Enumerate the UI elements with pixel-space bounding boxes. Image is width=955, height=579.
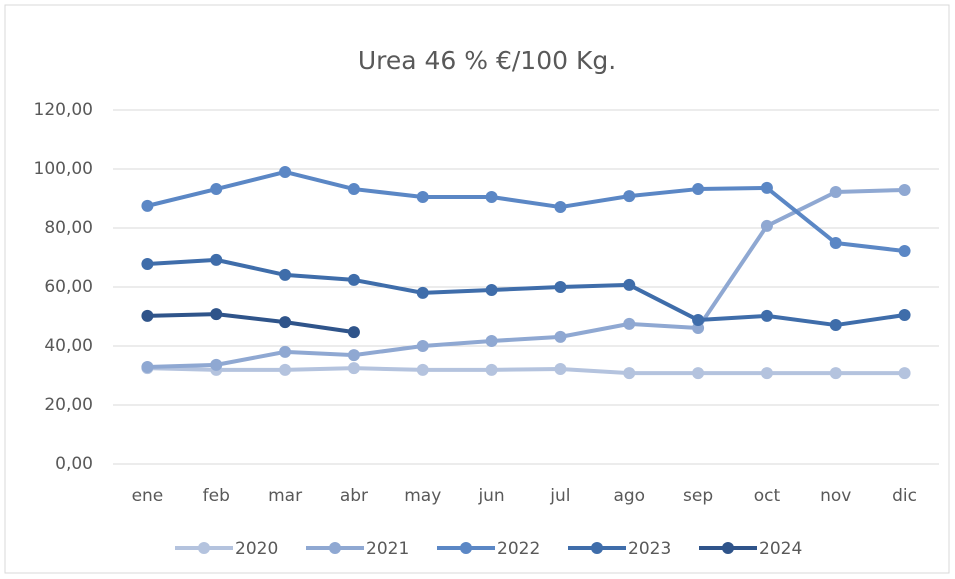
point: [898, 245, 911, 258]
point: [141, 360, 154, 373]
legend-label: 2023: [628, 539, 671, 559]
y-tick-label: 60,00: [44, 277, 93, 297]
series-line: [147, 312, 355, 335]
series-line: [147, 257, 905, 328]
point: [347, 183, 360, 196]
point: [760, 181, 773, 194]
series-line: [147, 366, 905, 376]
point: [554, 363, 567, 376]
y-tick-label: 100,00: [34, 159, 93, 179]
point: [141, 309, 154, 322]
point: [898, 367, 911, 380]
point: [485, 283, 498, 296]
y-tick-label: 0,00: [55, 454, 93, 474]
legend-label: 2021: [366, 539, 409, 559]
point: [416, 363, 429, 376]
x-tick-label: jun: [477, 486, 504, 506]
x-tick-label: jul: [549, 486, 570, 506]
legend-marker: [591, 542, 603, 554]
y-tick-label: 20,00: [44, 395, 93, 415]
x-tick-label: ago: [613, 486, 645, 506]
x-tick-label: abr: [340, 486, 368, 506]
point: [416, 340, 429, 352]
legend-label: 2022: [497, 539, 540, 559]
legend-marker: [329, 542, 341, 554]
point: [347, 326, 360, 339]
legend-marker: [198, 542, 210, 554]
point: [141, 199, 154, 212]
point: [279, 345, 292, 358]
y-tick-label: 80,00: [44, 218, 93, 238]
point: [898, 183, 911, 196]
point: [210, 358, 223, 371]
point: [692, 314, 705, 327]
point: [141, 257, 154, 270]
point: [416, 191, 429, 204]
point: [623, 367, 636, 380]
y-tick-label: 120,00: [34, 100, 93, 120]
point: [623, 190, 636, 203]
x-tick-label: sep: [683, 486, 713, 506]
chart-title: Urea 46 % €/100 Kg.: [358, 46, 616, 75]
point: [347, 349, 360, 362]
point: [279, 268, 292, 281]
series-line: [147, 187, 905, 369]
legend-marker: [460, 542, 472, 554]
point: [279, 363, 292, 376]
point: [210, 308, 223, 321]
legend-marker: [722, 542, 734, 554]
point: [485, 334, 498, 347]
point: [210, 253, 223, 266]
x-tick-label: oct: [754, 486, 781, 506]
point: [898, 309, 911, 322]
point: [623, 317, 636, 330]
point: [347, 362, 360, 375]
x-tick-label: nov: [820, 486, 851, 506]
x-tick-label: ene: [132, 486, 164, 506]
point: [279, 316, 292, 329]
x-tick-label: mar: [268, 486, 302, 506]
point: [760, 309, 773, 322]
point: [485, 363, 498, 376]
series-line: [146, 169, 905, 253]
point: [554, 201, 567, 214]
y-tick-label: 40,00: [44, 336, 93, 356]
x-tick-label: feb: [203, 486, 230, 506]
point: [554, 330, 567, 343]
legend-label: 2024: [759, 539, 802, 559]
point: [279, 165, 292, 178]
point: [760, 367, 773, 380]
point: [554, 281, 567, 293]
point: [760, 219, 773, 232]
x-tick-label: dic: [892, 486, 917, 506]
point: [829, 186, 842, 199]
x-tick-label: may: [404, 486, 441, 506]
point: [347, 273, 360, 286]
point: [829, 319, 842, 332]
legend-label: 2020: [235, 539, 278, 559]
point: [416, 286, 429, 299]
point: [485, 191, 498, 204]
point: [829, 237, 842, 250]
point: [692, 367, 705, 380]
point: [829, 367, 842, 380]
point: [210, 183, 223, 196]
point: [623, 278, 636, 291]
point: [692, 183, 705, 196]
